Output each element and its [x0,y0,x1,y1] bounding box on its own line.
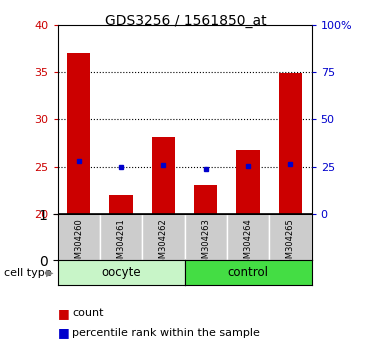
Bar [236,150,260,214]
Bar [269,214,312,260]
Text: GSM304261: GSM304261 [116,218,125,269]
Text: GDS3256 / 1561850_at: GDS3256 / 1561850_at [105,14,266,28]
Bar [109,195,133,214]
Bar [67,53,90,214]
Bar [194,185,217,214]
Text: GSM304264: GSM304264 [244,218,253,269]
Bar [142,214,185,260]
Text: control: control [227,266,269,279]
Bar [152,137,175,214]
Bar [58,214,100,260]
Text: GSM304263: GSM304263 [201,218,210,269]
Text: percentile rank within the sample: percentile rank within the sample [72,328,260,338]
Bar [279,73,302,214]
Bar [227,214,269,260]
Text: GSM304262: GSM304262 [159,218,168,269]
Text: ▶: ▶ [46,268,54,278]
Text: ■: ■ [58,307,69,320]
Text: GSM304260: GSM304260 [74,218,83,269]
Text: cell type: cell type [4,268,51,278]
Bar [100,214,142,260]
Text: GSM304265: GSM304265 [286,218,295,269]
Text: oocyte: oocyte [101,266,141,279]
Text: count: count [72,308,104,318]
Bar [185,214,227,260]
Text: ■: ■ [58,326,69,339]
